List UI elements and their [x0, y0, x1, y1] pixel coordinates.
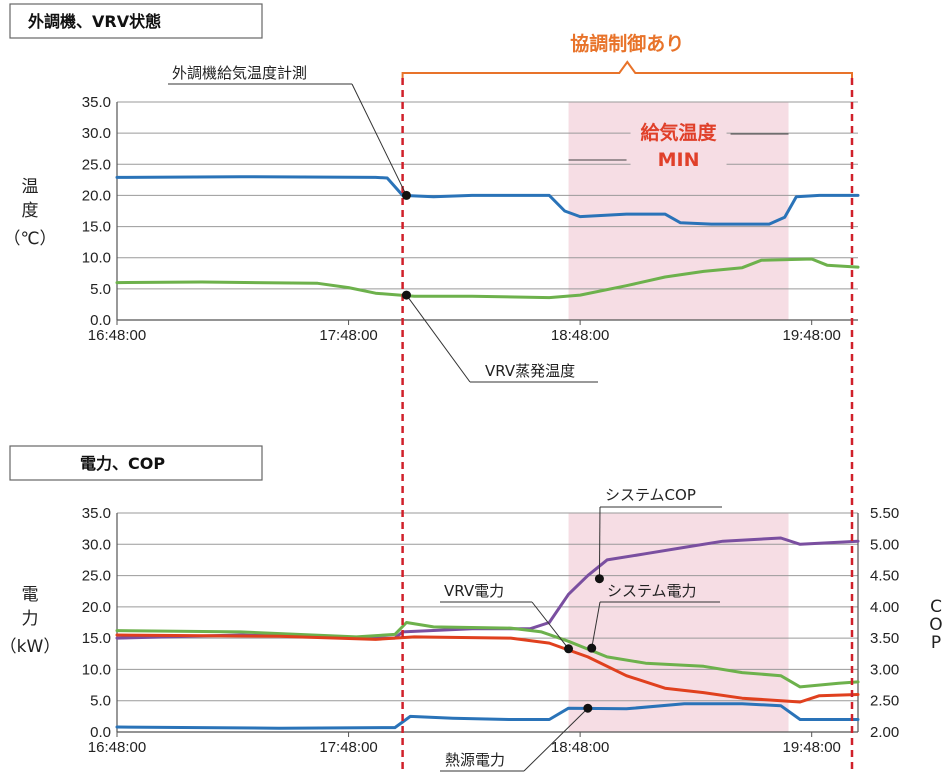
top-ytick-label: 25.0	[82, 156, 111, 173]
top-series-line-1	[115, 257, 860, 300]
bottom-ytick-label: 25.0	[82, 568, 111, 585]
callout-dot	[401, 290, 411, 300]
callout-label: 外調機給気温度計測	[172, 64, 307, 82]
y2label-letter-o: O	[929, 615, 942, 635]
top-ytick-label: 15.0	[82, 219, 111, 236]
top-series-line-0	[115, 175, 860, 226]
bottom-y2tick-label: 5.50	[870, 505, 899, 522]
bottom-y2tick-label: 5.00	[870, 536, 899, 553]
bottom-chart-series	[115, 536, 860, 730]
callout-leader	[591, 601, 601, 649]
top-ylabel-line2: 度	[22, 201, 39, 221]
top-ytick-label: 35.0	[82, 94, 111, 111]
callout-dot	[401, 190, 411, 200]
bottom-series-line-2	[115, 633, 860, 704]
cooperative-control-label: 協調制御あり	[570, 32, 684, 55]
bottom-ytick-label: 0.0	[90, 724, 111, 741]
min-label-bg	[630, 118, 727, 170]
min-label-line2: MIN	[658, 149, 700, 171]
top-chart-ticks: 35.0 30.0 25.0 20.0 15.0 10.0 5.0 0.016:48:00 17…	[82, 94, 841, 344]
bottom-ytick-label: 30.0	[82, 536, 111, 553]
callout-leader	[351, 83, 407, 196]
bottom-y2tick-label: 3.50	[870, 630, 899, 647]
bottom-ytick-label: 5.0	[90, 693, 111, 710]
callout-label: システム電力	[607, 582, 697, 600]
bottom-y2tick-label: 3.00	[870, 661, 899, 678]
bottom-series-line-3	[115, 702, 860, 730]
bottom-ylabel-line1: 電	[22, 585, 39, 605]
bottom-ytick-label: 15.0	[82, 630, 111, 647]
top-ylabel-line3: （℃）	[3, 229, 56, 249]
top-title-box	[9, 3, 263, 39]
callout-leader	[406, 294, 471, 383]
bottom-chart-ticks: 35.0 30.0 25.0 20.0 15.0 10.0 5.0 0.0 5.50 5.00 4.…	[82, 505, 899, 756]
callout-leader	[523, 707, 589, 772]
callout-leader	[531, 601, 569, 650]
callout-label: 熱源電力	[445, 751, 505, 769]
bottom-ytick-label: 35.0	[82, 505, 111, 522]
bottom-y2tick-label: 2.00	[870, 724, 899, 741]
top-xtick-label: 19:48:00	[782, 327, 840, 344]
bottom-xtick-label: 17:48:00	[319, 739, 377, 756]
bottom-series-line-1	[115, 621, 860, 689]
top-ytick-label: 20.0	[82, 187, 111, 204]
y2label-letter-p: P	[931, 633, 941, 653]
callout-leader	[598, 506, 601, 579]
top-xtick-label: 18:48:00	[551, 327, 609, 344]
bottom-xtick-label: 16:48:00	[88, 739, 146, 756]
top-ytick-label: 0.0	[90, 312, 111, 329]
top-xtick-label: 17:48:00	[319, 327, 377, 344]
callout-dot	[583, 703, 593, 713]
cooperative-control-bracket	[401, 60, 853, 82]
supply-temp-min-label: 給気温度 MIN	[568, 118, 789, 171]
bottom-ytick-label: 10.0	[82, 661, 111, 678]
callout-dot	[564, 644, 574, 654]
top-chart-grid	[116, 101, 858, 325]
bottom-ytick-label: 20.0	[82, 599, 111, 616]
top-chart-title: 外調機、VRV状態	[27, 12, 161, 31]
top-ytick-label: 10.0	[82, 250, 111, 267]
top-xtick-label: 16:48:00	[88, 327, 146, 344]
bottom-ylabel-line3: （kW）	[0, 637, 60, 657]
top-chart-series	[115, 175, 860, 300]
callout-label: VRV電力	[444, 582, 504, 600]
callout-dot	[587, 643, 597, 653]
top-ylabel-line1: 温	[22, 177, 39, 197]
bottom-chart-title: 電力、COP	[80, 454, 165, 473]
bottom-title-box	[9, 445, 263, 481]
bottom-ylabel-line2: 力	[22, 609, 39, 629]
top-ytick-label: 30.0	[82, 125, 111, 142]
bottom-y2tick-label: 4.50	[870, 568, 899, 585]
bottom-y2tick-label: 2.50	[870, 693, 899, 710]
top-ytick-label: 5.0	[90, 281, 111, 298]
bottom-xtick-label: 18:48:00	[551, 739, 609, 756]
bottom-y2tick-label: 4.00	[870, 599, 899, 616]
callout-label: VRV蒸発温度	[485, 362, 575, 380]
callout-dot	[594, 574, 604, 584]
callout-label: システムCOP	[605, 486, 696, 504]
min-label-line1: 給気温度	[641, 121, 718, 144]
y2label-letter-c: C	[930, 597, 942, 617]
bottom-xtick-label: 19:48:00	[782, 739, 840, 756]
